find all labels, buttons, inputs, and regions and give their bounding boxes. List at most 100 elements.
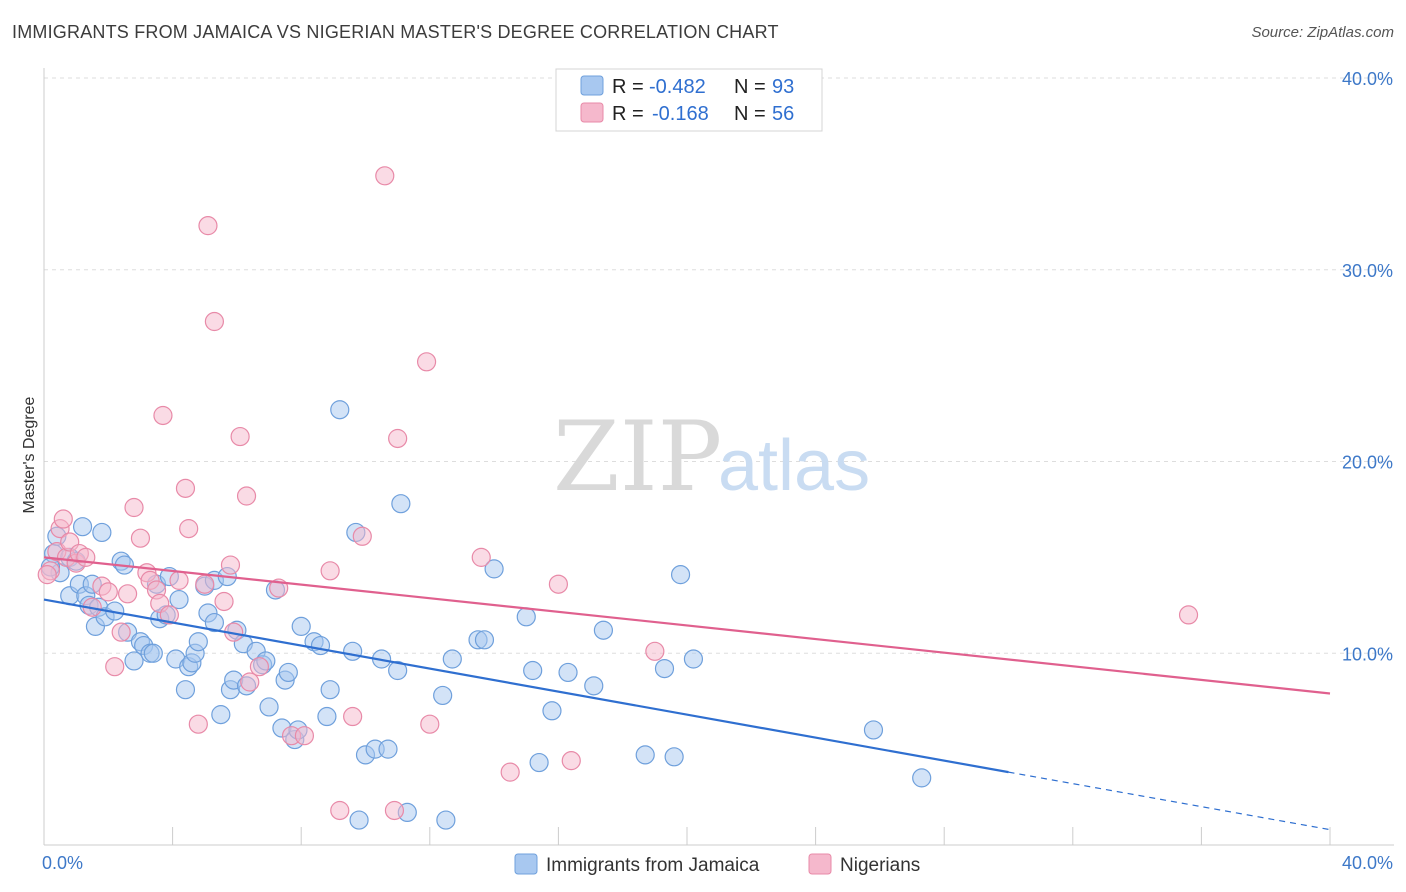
jamaica-point — [542, 701, 562, 721]
chart-title: IMMIGRANTS FROM JAMAICA VS NIGERIAN MAST… — [12, 22, 779, 42]
jamaica-point — [188, 632, 208, 652]
legend-swatch-pink — [580, 102, 604, 123]
nigerians-point — [37, 565, 57, 585]
legend-r-value: -0.168 — [652, 103, 709, 125]
nigerians-point — [159, 605, 179, 625]
legend-item-nigerians: Nigerians — [840, 855, 920, 876]
nigerians-point — [53, 509, 73, 529]
y-tick-label: 20.0% — [1342, 453, 1393, 473]
nigerians-point — [111, 622, 131, 642]
jamaica-point — [436, 810, 456, 830]
nigerians-point — [198, 216, 218, 236]
jamaica-point — [291, 616, 311, 637]
legend-r-value: -0.482 — [649, 76, 706, 98]
series-legend: Immigrants from Jamaica Nigerians — [514, 853, 920, 876]
jamaica-point — [558, 662, 578, 683]
nigerians-point — [420, 714, 440, 734]
nigerians-point — [343, 706, 363, 727]
jamaica-point — [912, 768, 932, 788]
nigerians-point — [153, 405, 173, 426]
jamaica-point — [204, 612, 224, 633]
stats-legend: R = -0.482 N = 93 R = -0.168 N = 56 — [555, 68, 823, 132]
jamaica-point — [92, 522, 112, 543]
jamaica-point — [391, 494, 411, 514]
legend-item-jamaica: Immigrants from Jamaica — [546, 855, 760, 876]
nigerians-point — [352, 526, 372, 546]
jamaica-point — [584, 676, 604, 696]
nigerians-point — [645, 641, 665, 661]
nigerians-point — [388, 428, 408, 449]
nigerians-point — [294, 726, 315, 746]
nigerians-point — [320, 561, 340, 581]
legend-n-value: 93 — [772, 76, 794, 98]
nigerians-point — [124, 497, 144, 518]
jamaica-point — [442, 649, 462, 669]
nigerians-point — [130, 528, 151, 548]
nigerians-point — [471, 547, 491, 567]
jamaica-point — [320, 680, 340, 700]
nigerians-point — [1178, 605, 1199, 625]
jamaica-point — [259, 697, 279, 717]
y-tick-label: 30.0% — [1342, 261, 1393, 281]
nigerians-point — [117, 584, 138, 604]
jamaica-point — [169, 589, 189, 610]
nigerians-point — [240, 672, 260, 692]
gridlines — [44, 77, 1394, 654]
legend-item-jamaica-swatch — [514, 853, 538, 875]
jamaica-point — [523, 660, 543, 681]
nigerians-point — [500, 762, 520, 782]
nigerians-point — [98, 582, 118, 602]
jamaica-point — [670, 565, 691, 585]
nigerians-point — [416, 352, 437, 372]
nigerians-trend-line — [43, 556, 1331, 695]
legend-n-label: N = — [734, 103, 766, 125]
jamaica-point — [683, 649, 704, 669]
trend-lines — [43, 556, 1331, 831]
watermark-atlas: atlas — [718, 426, 870, 506]
legend-n-label: N = — [734, 76, 766, 98]
jamaica-point — [516, 607, 536, 627]
source-label: Source: ZipAtlas.com — [1251, 24, 1394, 41]
legend-r-label: R = — [612, 76, 644, 98]
nigerians-point — [375, 166, 395, 186]
nigerians-point — [330, 800, 350, 821]
nigerians-point — [179, 519, 199, 539]
jamaica-point — [310, 635, 331, 656]
legend-item-nigerians-swatch — [808, 853, 832, 875]
jamaica-point — [654, 658, 675, 679]
nigerians-point — [384, 800, 405, 821]
watermark-zip: ZIP — [553, 401, 722, 513]
nigerians-point — [204, 311, 224, 332]
nigerians-point — [214, 591, 234, 612]
jamaica-point — [433, 685, 453, 706]
jamaica-trend-extension — [1008, 771, 1331, 831]
watermark: ZIP atlas — [553, 401, 870, 513]
x-tick-label: 0.0% — [42, 853, 83, 873]
nigerians-point — [105, 657, 125, 677]
series-nigerians-points — [37, 166, 1199, 821]
jamaica-point — [474, 630, 495, 650]
jamaica-point — [388, 660, 408, 681]
legend-swatch-blue — [580, 75, 604, 96]
jamaica-point — [863, 720, 884, 740]
axes — [43, 68, 1394, 846]
jamaica-point — [211, 705, 231, 725]
legend-r-label: R = — [612, 103, 644, 125]
y-tick-label: 40.0% — [1342, 69, 1393, 89]
jamaica-point — [317, 706, 337, 727]
nigerians-point — [76, 547, 96, 567]
jamaica-point — [124, 651, 144, 671]
jamaica-point — [593, 620, 614, 640]
nigerians-point — [175, 478, 196, 498]
jamaica-point — [278, 662, 298, 683]
y-axis-label: Master's Degree — [21, 396, 38, 513]
jamaica-point — [72, 517, 93, 537]
jamaica-point — [378, 739, 398, 759]
jamaica-point — [664, 747, 684, 767]
nigerians-point — [236, 486, 257, 506]
jamaica-point — [143, 643, 163, 663]
tick-labels: 10.0% 20.0% 30.0% 40.0% 0.0% 40.0% — [42, 69, 1393, 873]
x-tick-label: 40.0% — [1342, 853, 1393, 873]
jamaica-point — [529, 752, 549, 773]
